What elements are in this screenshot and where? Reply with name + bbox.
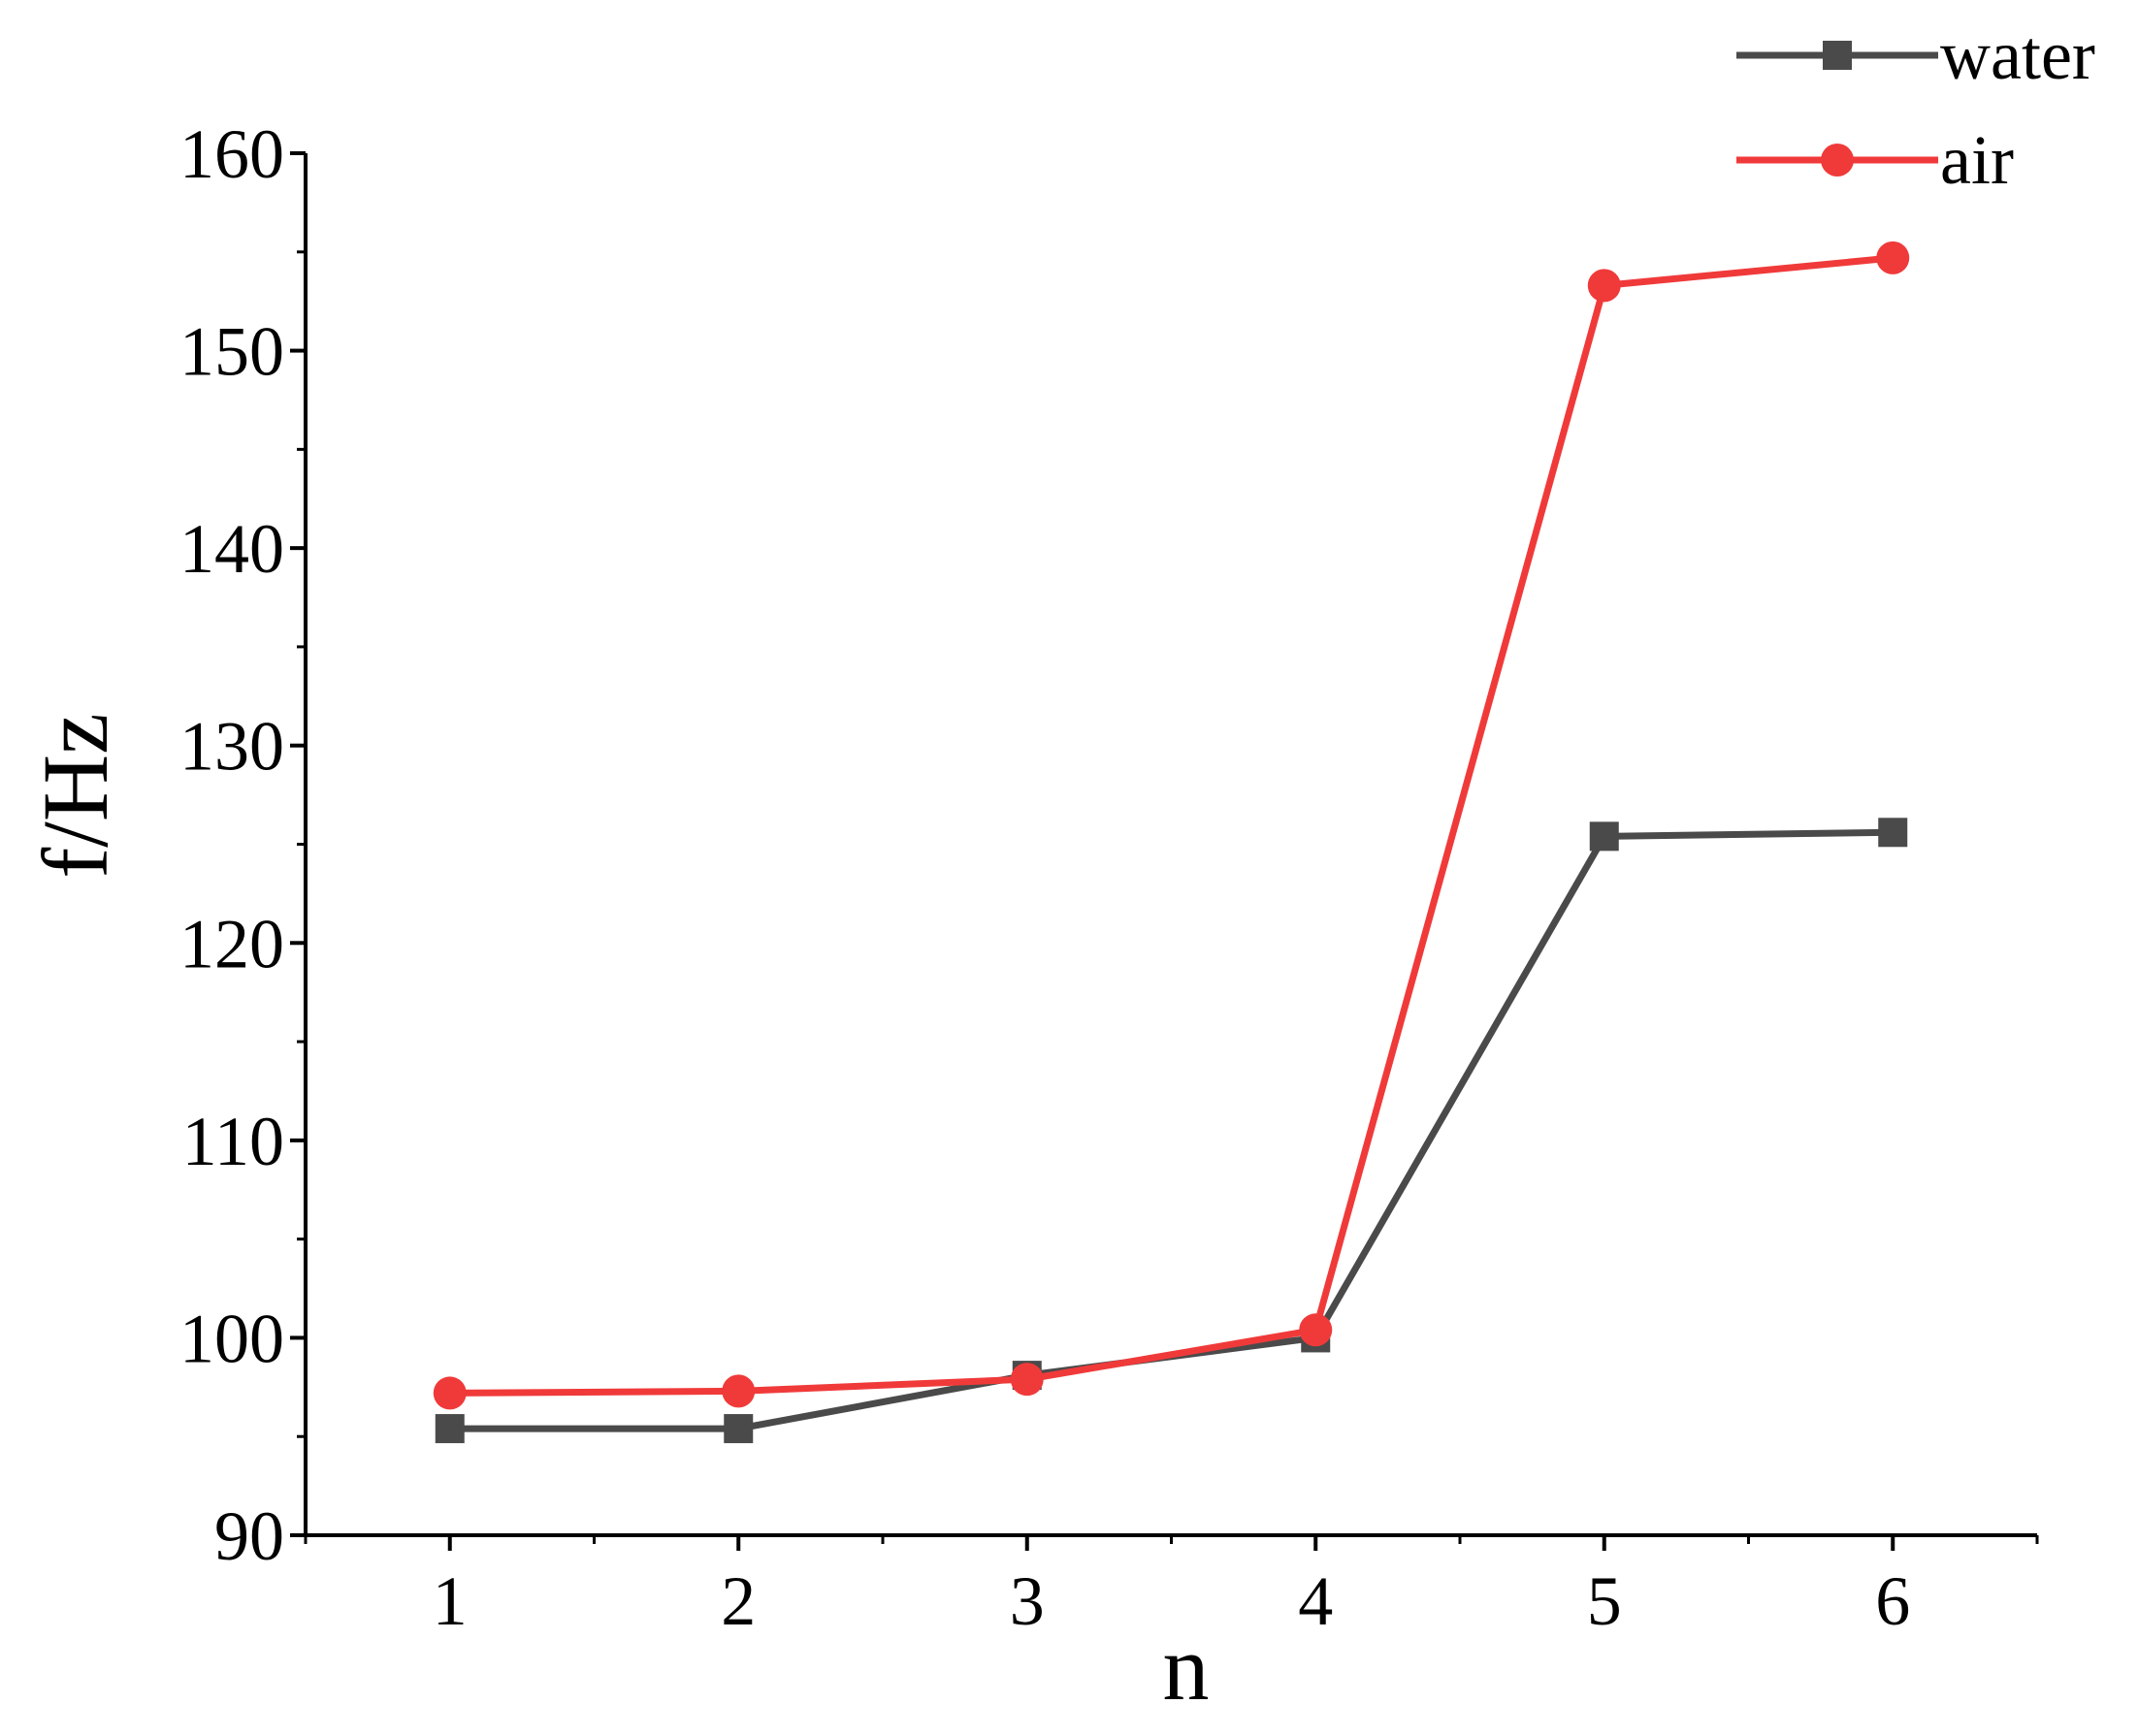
data-point-water bbox=[1589, 821, 1619, 852]
legend-marker bbox=[1823, 41, 1852, 70]
legend-marker bbox=[1821, 144, 1854, 177]
y-tick-label: 120 bbox=[179, 905, 284, 982]
y-tick-label: 140 bbox=[179, 510, 284, 588]
data-point-air bbox=[1587, 269, 1621, 303]
y-tick-label: 110 bbox=[182, 1103, 284, 1180]
x-tick-label: 4 bbox=[1298, 1562, 1333, 1640]
data-point-water bbox=[1878, 818, 1908, 848]
series-water bbox=[435, 818, 1908, 1444]
data-point-air bbox=[722, 1374, 756, 1408]
data-point-water bbox=[724, 1414, 754, 1444]
data-point-water bbox=[435, 1414, 465, 1444]
x-axis-title: n bbox=[1163, 1616, 1210, 1720]
x-tick-label: 3 bbox=[1010, 1562, 1045, 1640]
data-point-air bbox=[1010, 1363, 1044, 1397]
x-tick-label: 1 bbox=[433, 1562, 468, 1640]
data-point-air bbox=[1299, 1313, 1333, 1347]
series-line-air bbox=[449, 254, 1894, 1397]
series-air bbox=[433, 241, 1910, 1410]
x-tick-label: 6 bbox=[1875, 1562, 1910, 1640]
series-group bbox=[433, 241, 1910, 1444]
x-tick-label: 5 bbox=[1587, 1562, 1622, 1640]
legend-item-air: air bbox=[1736, 121, 2014, 199]
legend: water air bbox=[1736, 16, 2095, 199]
legend-item-water: water bbox=[1736, 16, 2095, 94]
legend-label: water bbox=[1940, 16, 2095, 94]
x-tick-label: 2 bbox=[721, 1562, 756, 1640]
y-tick-label: 150 bbox=[179, 313, 284, 391]
y-tick-label: 160 bbox=[179, 115, 284, 193]
y-axis-title: f/Hz bbox=[23, 713, 127, 879]
data-point-air bbox=[433, 1376, 467, 1410]
legend-label: air bbox=[1940, 121, 2014, 199]
y-tick-label: 130 bbox=[179, 708, 284, 786]
data-point-air bbox=[1876, 241, 1910, 274]
axes-group: 90 100 110 120 130 140 150 160 1 2 3 4 5 6 n f/Hz bbox=[23, 115, 2039, 1720]
y-tick-label: 100 bbox=[179, 1300, 284, 1377]
series-line-water bbox=[449, 828, 1894, 1432]
y-tick-label: 90 bbox=[214, 1497, 284, 1575]
